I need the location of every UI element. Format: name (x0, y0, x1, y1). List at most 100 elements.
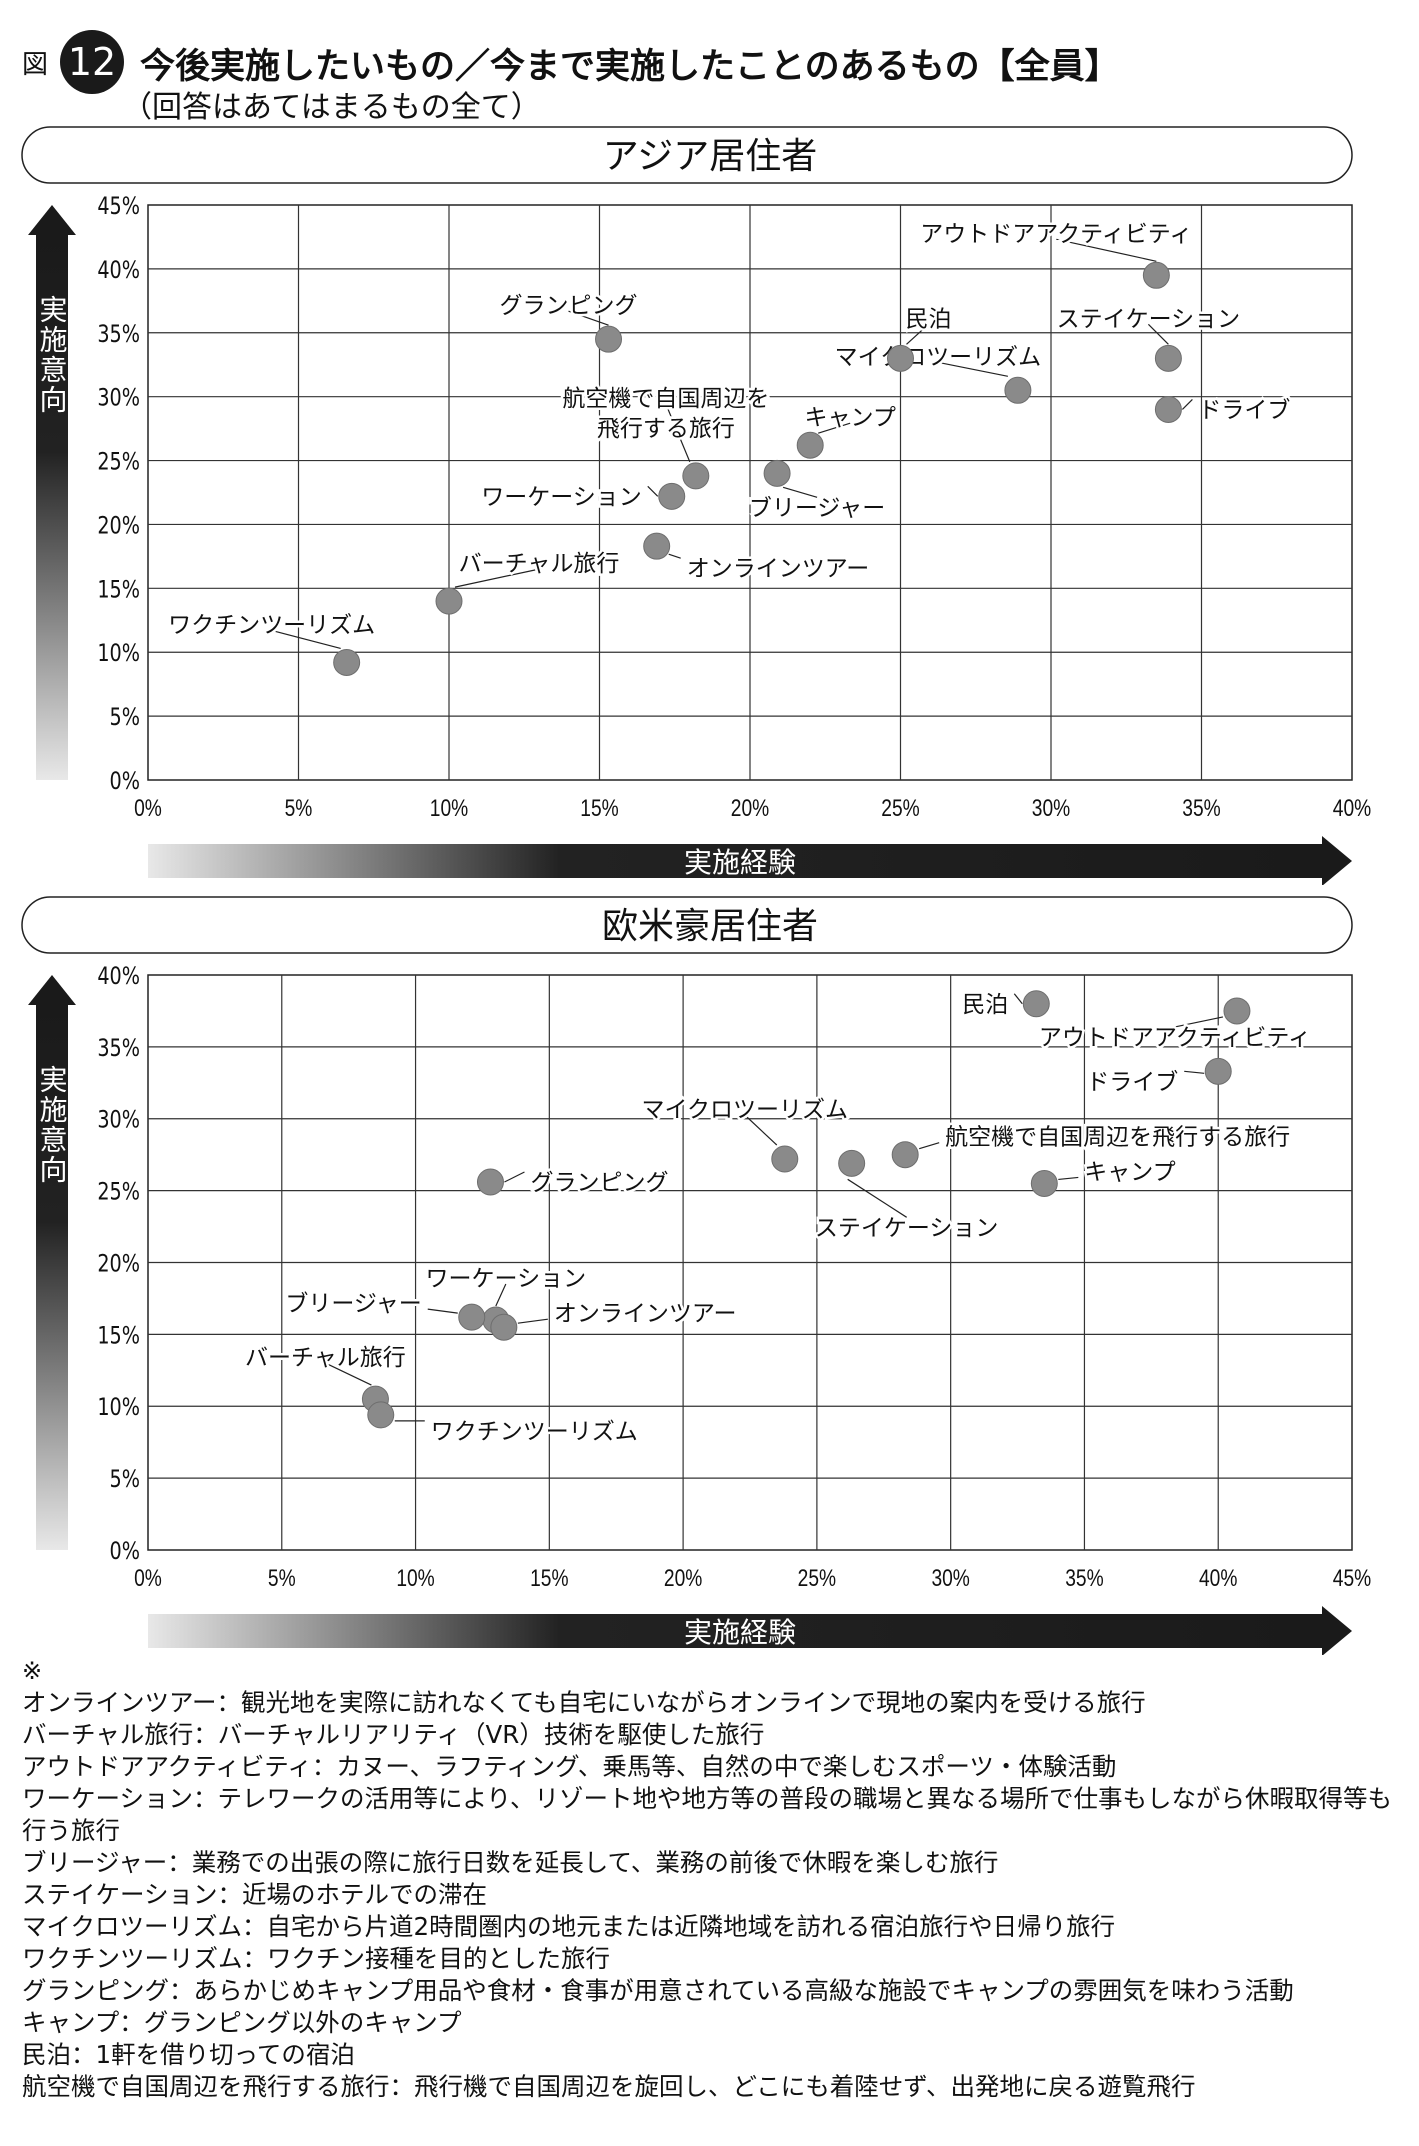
data-point (435, 587, 463, 615)
data-point (1154, 395, 1182, 423)
footnote-mark: ※ (22, 1657, 43, 1685)
y-tick-label: 20% (97, 512, 140, 540)
point-leader-line (517, 1318, 548, 1324)
point-leader-line (1181, 399, 1193, 410)
point-leader-line (495, 1283, 507, 1307)
point-label: マイクロツーリズム (835, 344, 1042, 370)
data-point (333, 648, 361, 676)
data-point (891, 1141, 919, 1169)
figure-title: 今後実施したいもの／今まで実施したことのあるもの【全員】 (140, 47, 1120, 87)
x-tick-label: 25% (798, 1564, 836, 1592)
point-label: ブリージャー (749, 495, 885, 521)
x-tick-label: 30% (1032, 794, 1070, 822)
point-label: グランピング (500, 293, 638, 319)
x-axis-arrowhead (1322, 1606, 1352, 1655)
footnote-item: グランピング：あらかじめキャンプ用品や食材・食事が用意されている高級な施設でキャ… (22, 1976, 1294, 2005)
y-tick-label: 40% (97, 257, 140, 285)
footnote-item: キャンプ：グランピング以外のキャンプ (22, 2008, 462, 2037)
x-axis-arrowhead (1322, 836, 1352, 885)
point-label: アウトドアアクティビティ (1039, 1025, 1311, 1051)
point-label: 飛行する旅行 (597, 416, 735, 442)
y-axis-arrow-bar (36, 233, 68, 780)
footnote-item: ワクチンツーリズム：ワクチン接種を目的とした旅行 (22, 1944, 610, 1973)
x-tick-label: 35% (1182, 794, 1220, 822)
point-label: バーチャル旅行 (245, 1345, 406, 1371)
data-point (887, 344, 914, 372)
point-label: アウトドアアクティビティ (920, 221, 1192, 247)
y-tick-label: 35% (97, 1035, 140, 1063)
point-leader-line (1013, 993, 1023, 1005)
chart-asia: アジア居住者 0% 5% 10% 15% 20% 25% 30% 35% 40% 0% 5% 10% 15… (21, 126, 1371, 885)
y-tick-label: 15% (97, 1322, 140, 1350)
point-leader-line (782, 486, 818, 498)
point-leader-line (1056, 238, 1157, 262)
point-leader-line (847, 1178, 907, 1218)
footnote-list: オンラインツアー：観光地を実際に訪れなくても自宅にいながらオンラインで現地の案内… (22, 1687, 1402, 2103)
data-point (1223, 997, 1251, 1025)
x-axis-arrow-bar (148, 1614, 1324, 1648)
x-tick-label: 20% (731, 794, 769, 822)
footnote-item: オンラインツアー：観光地を実際に訪れなくても自宅にいながらオンラインで現地の案内… (22, 1688, 1146, 1717)
point-label: ワクチンツーリズム (431, 1419, 638, 1445)
point-label: ワーケーション (481, 484, 642, 510)
point-leader-line (271, 629, 341, 650)
data-point (1022, 990, 1050, 1018)
footnote-item: 航空機で自国周辺を飛行する旅行：飛行機で自国周辺を旋回し、どこにも着陸せず、出発… (22, 2072, 1196, 2101)
point-label: 民泊 (906, 306, 952, 332)
x-tick-label: 30% (931, 1564, 969, 1592)
point-label: ワクチンツーリズム (168, 612, 375, 638)
figure-header: 図 12 今後実施したいもの／今まで実施したことのあるもの【全員】 （回答はあて… (22, 30, 1392, 125)
data-point (458, 1303, 486, 1331)
y-tick-label: 10% (97, 1394, 140, 1422)
x-tick-label: 5% (268, 1564, 296, 1592)
y-tick-label: 40% (97, 963, 140, 991)
point-label: ドライブ (1086, 1069, 1178, 1095)
point-leader-line (1174, 1016, 1224, 1028)
figure-number-badge: 12 (60, 30, 124, 94)
point-label: ワーケーション (426, 1266, 587, 1292)
point-leader-line (504, 1171, 525, 1183)
point-leader-line (665, 403, 691, 463)
data-point (1142, 261, 1170, 289)
point-label: ステイケーション (1057, 306, 1241, 332)
data-point (476, 1168, 504, 1196)
footnote-item: ワーケーション：テレワークの活用等により、リゾート地や地方等の普段の職場と異なる… (22, 1784, 1393, 1845)
data-point (367, 1401, 395, 1429)
footnote-item: 民泊：1軒を借り切っての宿泊 (22, 2040, 355, 2069)
x-axis-label: 実施経験 (684, 1616, 796, 1649)
chart-title: アジア居住者 (603, 136, 818, 177)
y-tick-label: 25% (97, 1179, 140, 1207)
point-label: 航空機で自国周辺を飛行する旅行 (945, 1125, 1290, 1151)
section-header-box (21, 126, 1353, 184)
figure-prefix: 図 (22, 50, 49, 80)
data-point (763, 459, 791, 487)
x-tick-label: 20% (664, 1564, 702, 1592)
chart-title: 欧米豪居住者 (602, 906, 818, 947)
x-axis-arrow-bar (148, 844, 1324, 878)
footnote-item: ステイケーション：近場のホテルでの滞在 (22, 1880, 488, 1909)
point-leader-line (427, 1308, 458, 1314)
point-leader-line (568, 310, 609, 326)
footnote-item: マイクロツーリズム：自宅から片道2時間圏内の地元または近隣地域を訪れる宿泊旅行や… (22, 1912, 1116, 1941)
y-tick-label: 30% (97, 385, 140, 413)
point-label: ブリージャー (285, 1291, 421, 1317)
y-tick-label: 10% (97, 640, 140, 668)
data-point (1004, 376, 1032, 404)
y-tick-label: 0% (110, 768, 140, 796)
y-tick-label: 25% (97, 449, 140, 477)
data-point (1204, 1057, 1232, 1085)
x-tick-label: 40% (1199, 1564, 1237, 1592)
point-leader-line (325, 1362, 372, 1386)
y-tick-label: 20% (97, 1251, 140, 1279)
section-header-box (21, 896, 1353, 954)
data-point (1154, 344, 1182, 372)
data-point (658, 482, 686, 510)
x-tick-label: 0% (134, 794, 162, 822)
footnote-item: ブリージャー：業務での出張の際に旅行日数を延長して、業務の前後で休暇を楽しむ旅行 (22, 1848, 999, 1877)
point-label: オンラインツアー (687, 556, 870, 582)
point-label: グランピング (530, 1170, 668, 1196)
data-point (643, 532, 671, 560)
x-axis-label: 実施経験 (684, 846, 796, 879)
point-label: キャンプ (805, 405, 896, 431)
x-tick-label: 35% (1065, 1564, 1103, 1592)
